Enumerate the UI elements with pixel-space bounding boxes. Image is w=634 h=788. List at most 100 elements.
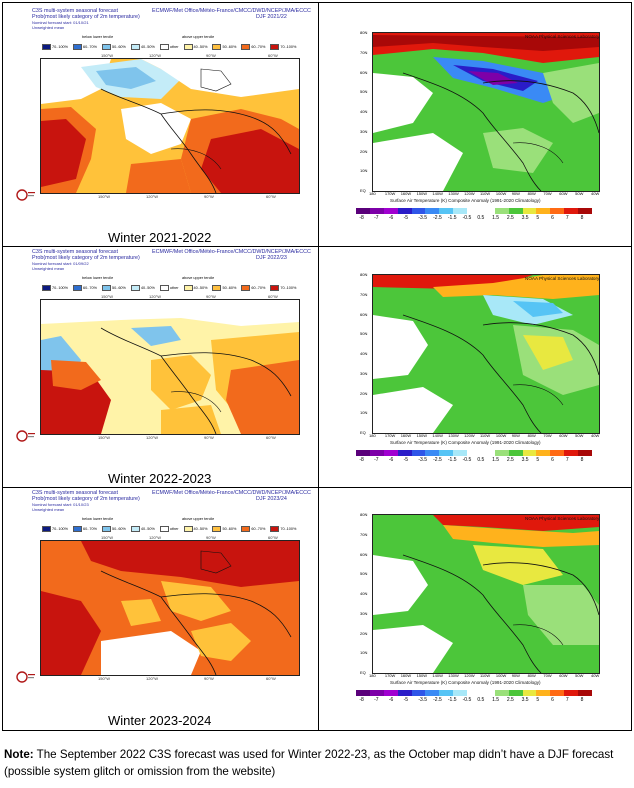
lon-label: 170W: [384, 673, 396, 678]
c3s-subtitle: Prob(most likely category of 2m temperat…: [32, 496, 140, 502]
colorbar-segment: [383, 208, 398, 214]
colorbar-tick-label: 3.5: [521, 457, 529, 463]
colorbar-tick-label: -7: [374, 697, 379, 703]
colorbar-tick-label: 6: [551, 697, 554, 703]
colorbar-segment: [411, 690, 426, 696]
c3s-agencies: ECMWF/Met Office/Météo-France/CMCC/DWD/N…: [152, 8, 311, 14]
lon-label: 120°W: [146, 194, 159, 199]
lat-label: EQ: [360, 670, 366, 675]
colorbar-segment: [453, 208, 467, 214]
noaa-lab-label: NOAA Physical Sciences Laboratory: [525, 34, 600, 39]
legend-label: other: [169, 527, 179, 531]
noaa-colorbar-title: Surface Air Temperature (K) Composite An…: [390, 680, 541, 685]
legend-label: 50..60%: [222, 45, 237, 49]
legend-label: 70..100%: [52, 286, 69, 290]
colorbar-segment: [522, 208, 537, 214]
ecmwf-logo-icon: [16, 189, 35, 201]
lon-label: 180: [369, 191, 376, 196]
c3s-forecast-panel-2022: C3S multi-system seasonal forecast ECMWF…: [6, 247, 311, 463]
c3s-subtitle: Prob(most likely category of 2m temperat…: [32, 255, 140, 261]
legend-entry: other: [159, 44, 179, 50]
comparison-table: [2, 2, 632, 731]
c3s-season: DJF 2023/24: [256, 496, 287, 502]
c3s-forecast-panel-2023: C3S multi-system seasonal forecast ECMWF…: [6, 488, 311, 704]
c3s-mean-label: Unweighted mean: [32, 25, 65, 30]
colorbar-tick-label: 6: [551, 215, 554, 221]
legend-swatch: [212, 526, 222, 532]
legend-swatch: [73, 526, 83, 532]
c3s-start-date: Nominal forecast start: 01/10/21: [32, 20, 89, 25]
legend-entry: 40..50%: [183, 526, 207, 532]
legend-entry: 60..70%: [241, 285, 265, 291]
legend-entry: other: [159, 285, 179, 291]
colorbar-segment: [425, 208, 440, 214]
c3s-season: DJF 2022/23: [256, 255, 287, 261]
lat-label: 60N: [360, 551, 368, 557]
noaa-colorbar-title: Surface Air Temperature (K) Composite An…: [390, 440, 541, 445]
legend-entry: 60..70%: [73, 526, 97, 532]
lon-label: 150°W: [98, 435, 111, 440]
legend-label: 60..70%: [83, 286, 97, 290]
colorbar-tick-label: 1.5: [492, 215, 500, 221]
colorbar-segment: [439, 208, 454, 214]
c3s-subtitle: Prob(most likely category of 2m temperat…: [32, 14, 140, 20]
legend-swatch: [159, 285, 169, 291]
colorbar-tick-label: 1.5: [492, 457, 500, 463]
legend-label: 40..50%: [140, 45, 155, 49]
lat-label: 10N: [360, 168, 368, 174]
lat-label: 30N: [360, 610, 368, 616]
lat-label: 50N: [360, 571, 368, 577]
colorbar-segment: [425, 450, 440, 456]
legend-swatch: [42, 526, 51, 532]
colorbar-tick-label: -3.5: [418, 215, 427, 221]
colorbar-segment: [411, 450, 426, 456]
legend-label: 70..100%: [52, 45, 69, 49]
lon-label: 110W: [480, 191, 491, 196]
legend-label: 60..70%: [251, 45, 266, 49]
legend-swatch: [101, 285, 111, 291]
lat-label: 20N: [360, 148, 368, 154]
lon-label: 60W: [559, 433, 568, 438]
colorbar-segment: [564, 208, 578, 214]
c3s-title: C3S multi-system seasonal forecast: [32, 8, 118, 14]
ecmwf-logo-icon: [16, 430, 35, 442]
legend-label: 70..100%: [52, 527, 69, 531]
legend-label: 50..60%: [111, 527, 126, 531]
colorbar-tick-label: -0.5: [462, 697, 472, 703]
legend-label: 40..50%: [193, 286, 208, 290]
colorbar-segment: [425, 690, 440, 696]
lon-label: 70W: [543, 673, 552, 678]
legend-swatch: [270, 44, 280, 50]
lon-label: 160W: [400, 673, 412, 678]
lat-label: 70N: [360, 49, 368, 55]
lat-label: 80N: [360, 512, 368, 517]
colorbar-segment: [536, 450, 551, 456]
noaa-colorbar: [356, 450, 592, 456]
legend-swatch: [241, 44, 251, 50]
lon-label: 90°W: [206, 294, 216, 299]
colorbar-segment: [564, 450, 578, 456]
colorbar-tick-label: 0.5: [477, 215, 485, 221]
lat-label: 60N: [360, 311, 368, 317]
lon-label: 150°W: [101, 535, 114, 540]
legend-entry: 40..50%: [130, 44, 155, 50]
colorbar-segment: [578, 208, 592, 214]
lon-label: 60°W: [268, 53, 278, 58]
lat-label: 10N: [360, 650, 368, 656]
colorbar-tick-label: 5: [536, 457, 540, 463]
colorbar-tick-label: -2.5: [433, 697, 442, 703]
lon-label: 90°W: [204, 435, 214, 440]
lon-label: 80W: [527, 433, 536, 438]
c3s-map-2021: [40, 58, 300, 194]
c3s-legend: 70..100% 60..70% 50..60% 40..50% other 40..50…: [42, 526, 300, 532]
legend-label: 40..50%: [140, 527, 155, 531]
colorbar-segment: [494, 690, 509, 696]
lat-label: EQ: [360, 430, 366, 435]
noaa-map-svg: [373, 275, 599, 433]
legend-entry: 50..60%: [101, 526, 126, 532]
column-divider: [318, 3, 319, 730]
colorbar-segment: [467, 208, 481, 214]
lon-label: 130W: [448, 433, 459, 438]
lon-label: 110W: [480, 673, 491, 678]
colorbar-tick-label: -6: [388, 457, 394, 463]
